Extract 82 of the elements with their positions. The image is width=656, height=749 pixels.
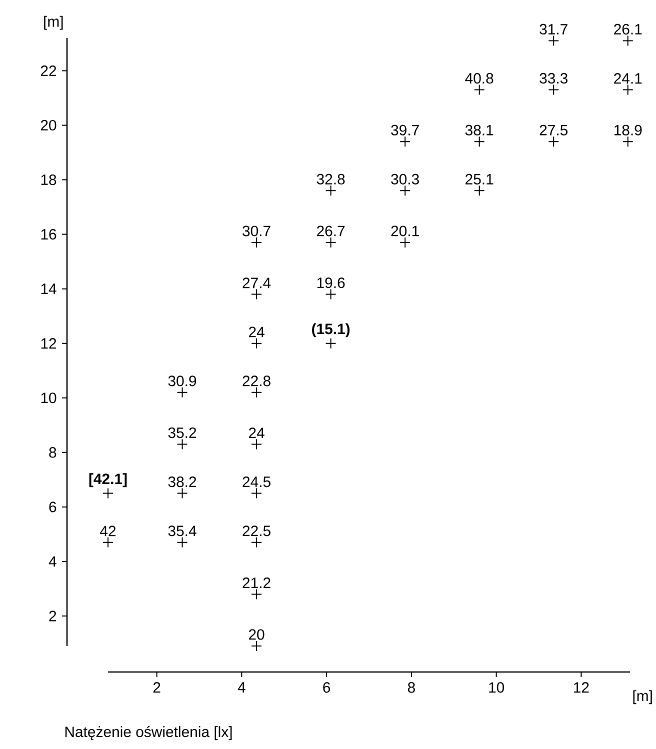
annotation: 33.3	[540, 73, 568, 84]
annotation: 35.2	[168, 427, 196, 438]
annotation: 21.2	[242, 578, 270, 588]
point	[176, 438, 188, 450]
y-tick-label: 12	[41, 338, 56, 349]
point	[474, 136, 485, 148]
point	[548, 136, 560, 148]
point	[400, 185, 411, 196]
point	[400, 236, 411, 248]
annotation: 18.9	[614, 124, 642, 136]
x-tick-label: 12	[574, 682, 589, 693]
y-tick-label: 4	[48, 556, 56, 567]
annotation: 27.5	[540, 124, 568, 136]
annotation: 35.4	[168, 526, 196, 536]
y-tick-label: 20	[40, 120, 56, 131]
point	[251, 288, 262, 300]
point	[176, 536, 188, 548]
point	[474, 185, 485, 196]
annotation: 31.7	[540, 24, 568, 35]
point	[548, 84, 560, 96]
y-tick-label: 6	[49, 502, 56, 512]
annotation: 19.6	[317, 277, 345, 288]
annotation: 24.5	[242, 476, 270, 488]
x-tick-label: 10	[489, 682, 504, 693]
annotation: 39.7	[391, 124, 419, 136]
point	[176, 488, 188, 499]
point	[251, 488, 262, 499]
annotation: 32.8	[316, 174, 345, 184]
point	[102, 488, 114, 499]
point	[251, 338, 262, 349]
y-tick-label: 18	[41, 174, 56, 186]
annotation: 24.1	[614, 73, 642, 84]
annotation: 38.2	[168, 476, 196, 488]
annotation: 30.7	[242, 226, 270, 236]
point	[400, 136, 411, 148]
y-tick-label: 10	[41, 392, 56, 404]
point	[251, 588, 262, 600]
annotation: 25.1	[466, 174, 494, 184]
point	[176, 386, 188, 398]
point	[325, 338, 336, 349]
point	[251, 640, 262, 652]
x-tick-label: 4	[238, 682, 246, 692]
point	[622, 84, 634, 96]
point	[251, 438, 262, 450]
annotation: 30.9	[168, 376, 196, 386]
point	[325, 185, 336, 196]
y-tick-label: 8	[49, 447, 56, 458]
x-axis-title: [m]	[633, 690, 652, 704]
point	[474, 84, 485, 96]
annotation: 20	[248, 629, 264, 640]
point	[325, 288, 336, 300]
y-tick-label: 16	[41, 229, 56, 240]
point	[548, 35, 560, 46]
annotation: 22.5	[242, 526, 270, 536]
annotation: 24	[248, 428, 264, 438]
point	[251, 236, 262, 248]
annotation: 26.7	[317, 226, 345, 236]
point	[622, 35, 634, 46]
x-tick-label: 6	[323, 682, 330, 693]
annotation: 38.1	[465, 124, 494, 136]
point	[325, 236, 336, 248]
annotation: 26.1	[614, 24, 642, 35]
annotation: 40.8	[465, 73, 494, 84]
annotation: 27.4	[242, 278, 271, 288]
x-tick-label: 8	[408, 682, 415, 693]
annotation: 22.8	[242, 376, 270, 386]
text: Natężenie oświetlenia [lx]	[65, 726, 232, 740]
y-tick-label: 2	[49, 610, 56, 622]
point	[251, 386, 262, 398]
y-tick-label: 14	[41, 284, 56, 294]
annotation: (15.1)	[312, 323, 350, 338]
annotation: 30.3	[391, 174, 419, 184]
annotation: 24	[248, 326, 264, 338]
annotation: 42	[100, 526, 116, 536]
annotation: [42.1]	[89, 473, 127, 488]
annotation: 20.1	[391, 226, 419, 236]
point	[622, 136, 634, 148]
point	[251, 536, 262, 548]
y-axis-title: [m]	[44, 16, 63, 30]
y-tick-label: 22	[40, 65, 56, 76]
x-tick-label: 2	[153, 682, 160, 693]
point	[102, 536, 114, 548]
